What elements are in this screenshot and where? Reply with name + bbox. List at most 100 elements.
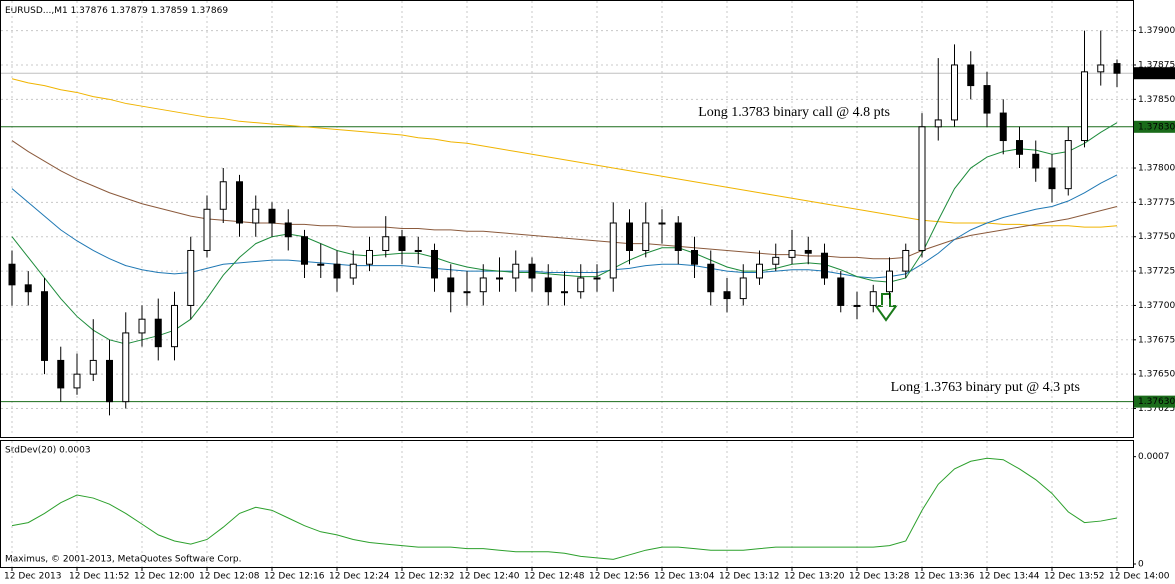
candle-body	[317, 263, 325, 266]
x-tick-label: 12 Dec 14:00	[1109, 572, 1170, 582]
x-tick-label: 12 Dec 12:56	[589, 572, 650, 582]
level-annotation: Long 1.3763 binary put @ 4.3 pts	[891, 380, 1080, 395]
header-close: 1.37869	[191, 6, 228, 16]
candle-body	[674, 222, 682, 251]
y-tick-label: 1.37700	[1138, 301, 1175, 311]
y-tick-label: 1.37625	[1138, 404, 1175, 414]
candle-body	[284, 222, 292, 238]
candle-body	[853, 304, 861, 307]
y-tick-label: 1.37850	[1138, 95, 1175, 105]
y-tick-label: 1.37775	[1138, 198, 1175, 208]
x-tick-label: 12 Dec 12:32	[394, 572, 455, 582]
candle-body	[918, 126, 926, 251]
candle-body	[122, 332, 130, 403]
x-tick-label: 12 Dec 13:44	[979, 572, 1040, 582]
candle-body	[431, 249, 438, 279]
x-tick-label: 12 Dec 12:00	[134, 572, 195, 582]
level-label: 1.37830	[1138, 122, 1175, 132]
candle-body	[691, 249, 698, 265]
y-tick-label: 1.37725	[1138, 267, 1175, 277]
candle-body	[1113, 63, 1121, 74]
candle-body	[869, 291, 877, 306]
candle-body	[479, 277, 487, 293]
candle-body	[1032, 153, 1040, 169]
candle-body	[187, 249, 195, 306]
x-tick-label: 12 Dec 13:20	[784, 572, 845, 582]
candle-body	[333, 263, 341, 279]
candle-body	[756, 263, 763, 279]
candle-body	[1081, 71, 1088, 142]
candle-body	[57, 359, 65, 389]
candle-body	[609, 222, 617, 279]
candle-body	[8, 263, 16, 286]
candle-body	[366, 249, 373, 265]
candle-body	[73, 373, 81, 389]
current-price-label: 1.37869	[1138, 69, 1175, 79]
candle-body	[983, 85, 991, 114]
y-tick-label: 0	[1138, 560, 1144, 570]
candle-body	[544, 277, 552, 293]
x-tick-label: 12 Dec 13:12	[719, 572, 780, 582]
y-tick-label: 1.37900	[1138, 26, 1175, 36]
candle-body	[804, 249, 812, 254]
candle-body	[577, 277, 585, 293]
candle-body	[268, 208, 276, 224]
chart-header: EURUSD...,M1 1.37876 1.37879 1.37859 1.3…	[5, 6, 228, 16]
indicator-pane	[0, 440, 1134, 568]
candle-body	[1064, 140, 1072, 190]
candle-body	[171, 304, 178, 348]
main-pane	[0, 0, 1134, 438]
candle-body	[821, 252, 828, 279]
header-low: 1.37859	[151, 6, 188, 16]
x-tick-label: 12 Dec 13:36	[914, 572, 975, 582]
candle-body	[739, 277, 747, 300]
x-tick-label: 12 Dec 13:52	[1044, 572, 1105, 582]
y-tick-label: 1.37675	[1138, 335, 1175, 345]
y-tick-label: 1.37650	[1138, 370, 1175, 380]
candle-body	[528, 263, 536, 279]
footer: Maximus, © 2001-2013, MetaQuotes Softwar…	[5, 555, 241, 565]
candle-body	[252, 208, 260, 224]
x-tick-label: 12 Dec 12:16	[264, 572, 325, 582]
candle-body	[707, 263, 715, 293]
candle-body	[788, 249, 796, 258]
candle-body	[89, 359, 97, 375]
candle-body	[772, 256, 780, 265]
x-tick-label: 12 Dec 12:24	[329, 572, 390, 582]
candle-body	[1016, 140, 1023, 155]
candle-body	[1097, 64, 1105, 73]
candle-body	[999, 112, 1007, 142]
x-tick-label: 12 Dec 11:52	[69, 572, 130, 582]
candle-body	[414, 249, 422, 252]
x-tick-label: 12 Dec 13:28	[849, 572, 910, 582]
x-tick-label: 12 Dec 12:08	[199, 572, 260, 582]
moving-average	[11, 78, 1118, 228]
candle-body	[447, 277, 455, 293]
candle-body	[902, 249, 910, 272]
y-tick-label: 1.37750	[1138, 232, 1175, 242]
candle-body	[886, 270, 893, 293]
candle-body	[512, 263, 520, 279]
candle-body	[398, 236, 406, 251]
candle-body	[463, 291, 471, 294]
candle-body	[626, 222, 633, 251]
header-open: 1.37876	[71, 6, 108, 16]
level-label-box	[1134, 120, 1175, 133]
candle-body	[496, 277, 503, 280]
candle-body	[934, 119, 942, 128]
candle-body	[106, 359, 113, 403]
header-high: 1.37879	[111, 6, 148, 16]
candle-body	[561, 291, 568, 294]
candle-body	[219, 181, 227, 210]
indicator-line	[11, 457, 1118, 560]
candle-body	[593, 277, 601, 280]
level-label-box	[1134, 395, 1175, 408]
candle-body	[41, 291, 48, 361]
candle-body	[203, 208, 211, 251]
candle-body	[349, 263, 357, 279]
candle-body	[236, 181, 243, 224]
x-tick-label: 12 Dec 13:04	[654, 572, 715, 582]
candle-body	[951, 64, 958, 121]
